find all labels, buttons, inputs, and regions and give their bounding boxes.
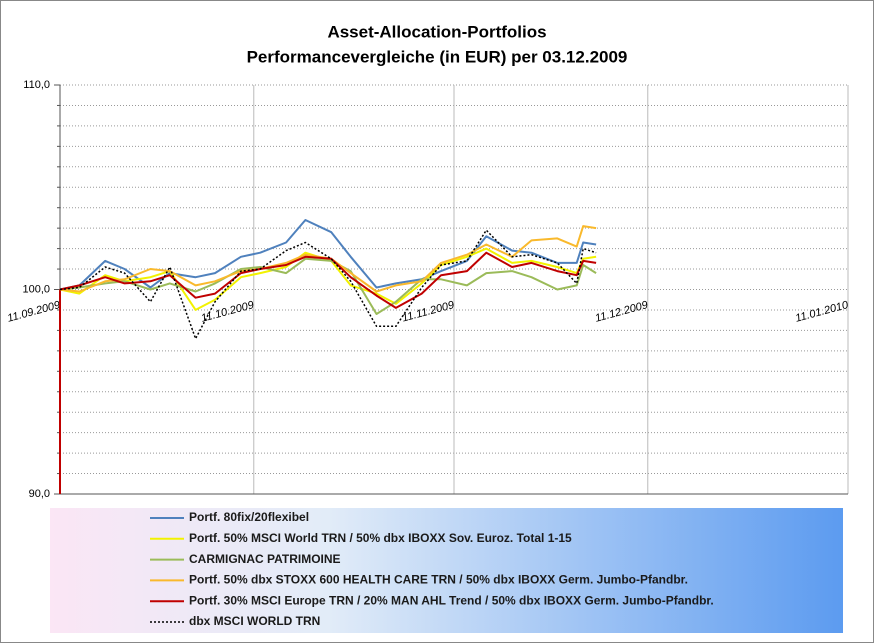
series-line [59,219,597,291]
series-line [59,251,597,309]
chart-subtitle: Performancevergleiche (in EUR) per 03.12… [247,47,628,66]
y-tick-label: 100,0 [22,283,50,295]
chart-title: Asset-Allocation-Portfolios [327,22,546,41]
legend-label: dbx MSCI WORLD TRN [189,614,320,628]
legend-label: CARMIGNAC PATRIMOINE [189,552,341,566]
series-line [59,225,597,293]
legend-label: Portf. 30% MSCI Europe TRN / 20% MAN AHL… [189,593,714,607]
legend-label: Portf. 80fix/20flexibel [189,510,309,524]
legend-label: Portf. 50% MSCI World TRN / 50% dbx IBOX… [189,531,572,545]
y-tick-label: 110,0 [23,79,50,91]
y-tick-label: 90,0 [29,488,50,500]
legend-label: Portf. 50% dbx STOXX 600 HEALTH CARE TRN… [189,573,688,587]
series-line [59,229,597,340]
legend-box [50,508,843,633]
series-line [59,247,597,311]
